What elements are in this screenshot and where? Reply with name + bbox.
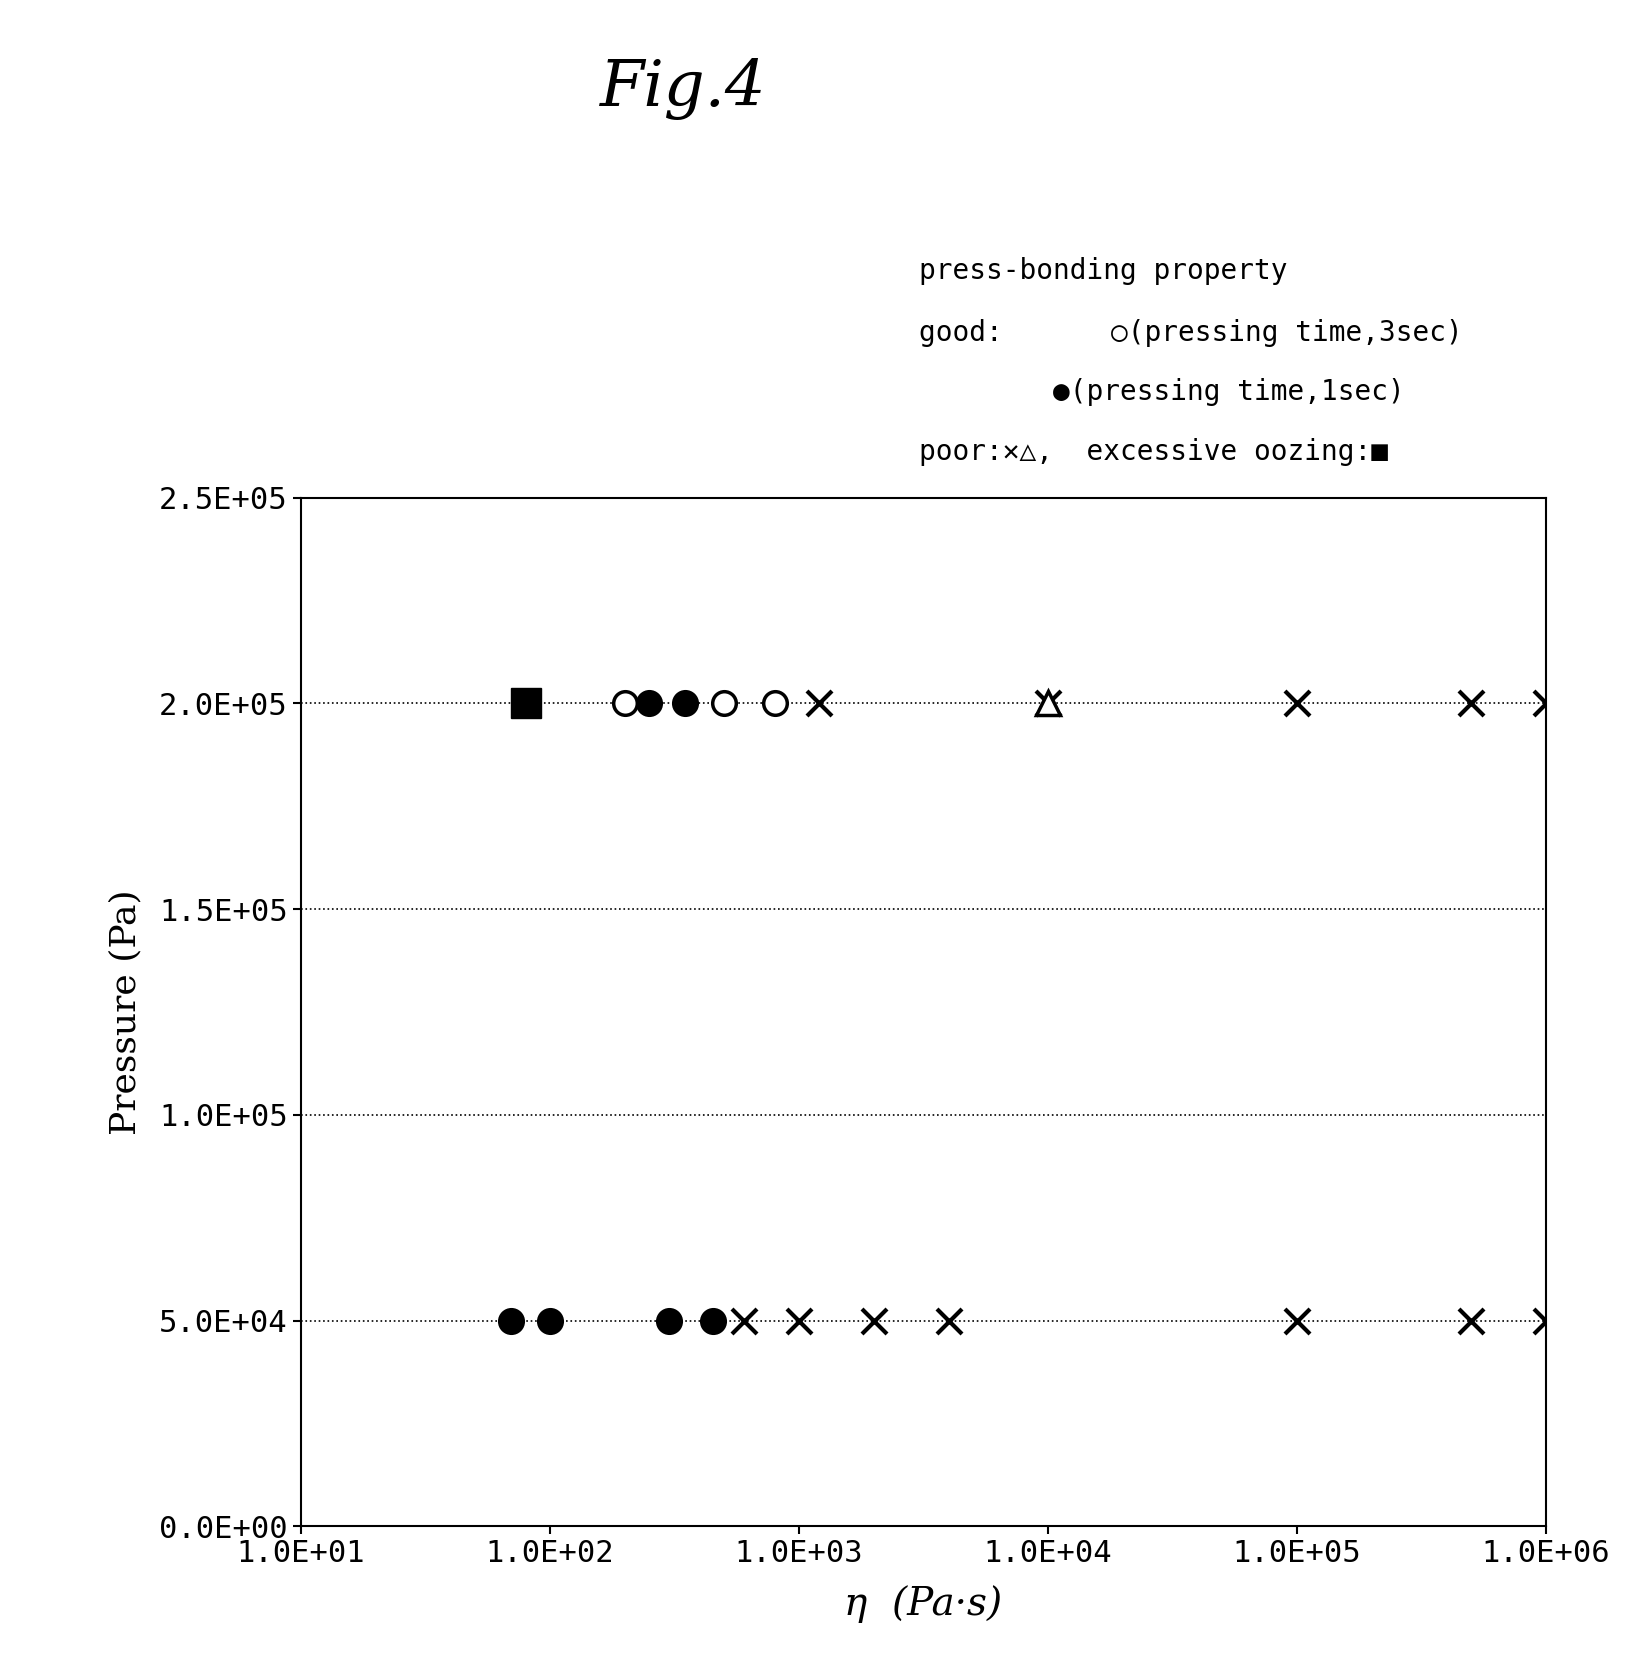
X-axis label: η  (Pa·s): η (Pa·s) — [844, 1584, 1002, 1623]
Text: ●(pressing time,1sec): ●(pressing time,1sec) — [919, 378, 1406, 406]
Text: Fig.4: Fig.4 — [600, 58, 766, 119]
Text: good:: good: — [919, 319, 1053, 347]
Text: ○(pressing time,3sec): ○(pressing time,3sec) — [1111, 319, 1463, 347]
Y-axis label: Pressure (Pa): Pressure (Pa) — [109, 889, 143, 1135]
Text: press-bonding property: press-bonding property — [919, 257, 1287, 285]
Text: poor:✕△,  excessive oozing:■: poor:✕△, excessive oozing:■ — [919, 438, 1388, 466]
